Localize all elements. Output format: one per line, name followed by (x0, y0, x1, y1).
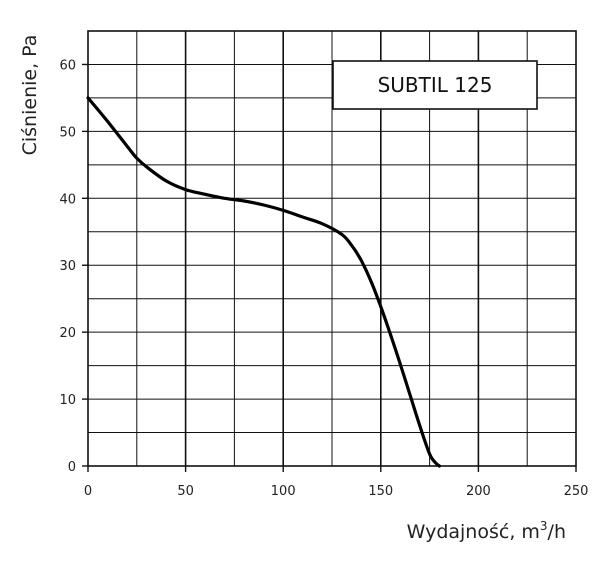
x-axis-ticks: 0 50 100 150 200 250 (84, 466, 589, 499)
plot-frame (87, 30, 577, 467)
x-axis-title-sup: 3 (540, 519, 548, 533)
series-line-subtil-125 (86, 96, 441, 468)
y-tick-label: 60 (59, 58, 76, 73)
legend: SUBTIL 125 (332, 60, 538, 110)
x-tick-label: 100 (271, 484, 296, 499)
legend-box (332, 60, 538, 110)
x-axis-title-main: Wydajność, m (407, 521, 540, 543)
y-tick-label: 30 (59, 259, 76, 274)
legend-label: SUBTIL 125 (378, 73, 493, 97)
y-tick-label: 10 (59, 393, 76, 408)
y-tick-label: 50 (59, 125, 76, 140)
x-axis-title: Wydajność, m3/h (407, 519, 566, 543)
y-axis-title: Ciśnienie, Pa (19, 35, 41, 156)
x-tick-label: 0 (84, 484, 92, 499)
x-tick-label: 200 (466, 484, 491, 499)
y-tick-label: 40 (59, 192, 76, 207)
y-axis-ticks: 0 10 20 30 40 50 60 (59, 58, 88, 475)
x-tick-label: 150 (368, 484, 393, 499)
y-tick-label: 20 (59, 326, 76, 341)
x-tick-label: 50 (177, 484, 194, 499)
x-tick-label: 250 (564, 484, 589, 499)
x-axis-title-suffix: /h (548, 521, 566, 543)
y-tick-label: 0 (68, 460, 76, 475)
